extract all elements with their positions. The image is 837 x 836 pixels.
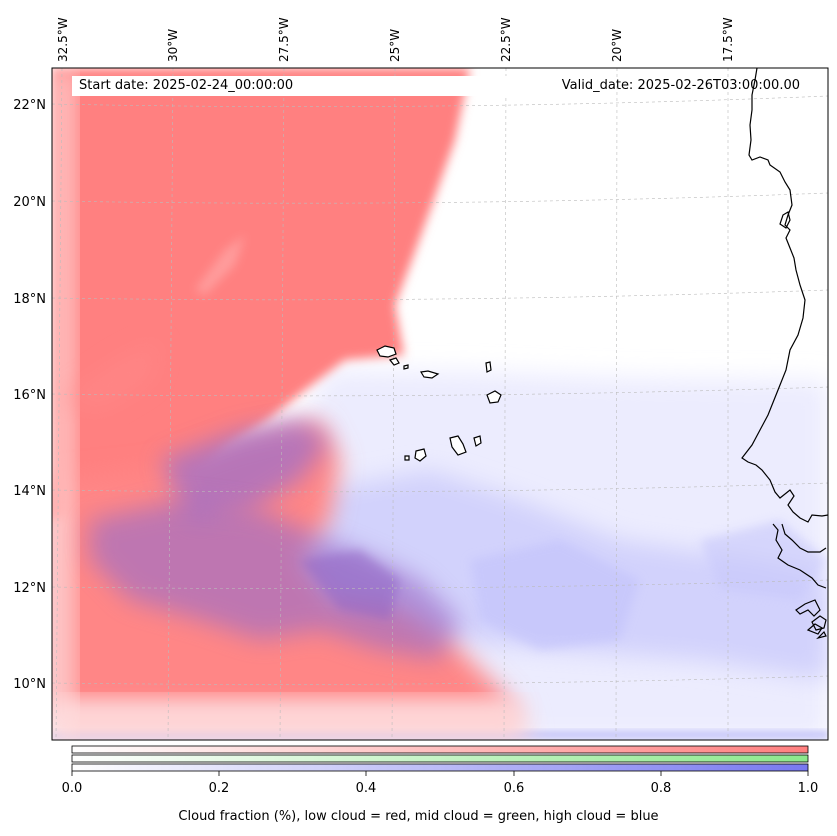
lon-label: 20°W — [610, 29, 624, 62]
gridlines — [52, 68, 828, 740]
lat-label: 18°N — [13, 292, 46, 307]
colorbar-low-cloud — [71, 745, 809, 754]
map-area — [52, 68, 828, 740]
lon-label: 32.5°W — [56, 17, 70, 62]
colorbar-tick-label: 0.8 — [651, 781, 672, 796]
start-date-label: Start date: 2025-02-24_00:00:00 — [79, 78, 294, 93]
longitude-labels: 32.5°W 30°W 27.5°W 25°W 22.5°W 20°W 17.5… — [56, 17, 735, 62]
lat-label: 12°N — [13, 581, 46, 596]
colorbar: 0.0 0.2 0.4 0.6 0.8 1.0 — [62, 745, 819, 796]
colorbar-tick-label: 1.0 — [798, 781, 819, 796]
lat-label: 22°N — [13, 98, 46, 113]
lat-label: 10°N — [13, 677, 46, 692]
colorbar-tick-label: 0.6 — [504, 781, 525, 796]
lon-label: 17.5°W — [721, 17, 735, 62]
lon-label: 30°W — [166, 29, 180, 62]
colorbar-mid-cloud — [71, 754, 809, 763]
overlap-cloud-field — [60, 235, 460, 660]
colorbar-tick-label: 0.2 — [209, 781, 230, 796]
colorbar-caption: Cloud fraction (%), low cloud = red, mid… — [178, 809, 659, 824]
cape-verde-islands — [376, 345, 502, 462]
colorbar-tick-label: 0.4 — [356, 781, 377, 796]
date-label-background — [72, 76, 548, 96]
lon-label: 22.5°W — [499, 17, 513, 62]
coastline — [741, 68, 828, 640]
lat-label: 14°N — [13, 484, 46, 499]
lon-label: 25°W — [388, 29, 402, 62]
colorbar-high-cloud — [71, 763, 809, 772]
valid-date-label: Valid_date: 2025-02-26T03:00:00.00 — [561, 78, 800, 93]
lat-label: 20°N — [13, 195, 46, 210]
lat-label: 16°N — [13, 388, 46, 403]
colorbar-tick-label: 0.0 — [62, 781, 83, 796]
latitude-labels: 22°N 20°N 18°N 16°N 14°N 12°N 10°N — [13, 98, 46, 692]
map-border — [51, 67, 829, 741]
lon-label: 27.5°W — [277, 17, 291, 62]
